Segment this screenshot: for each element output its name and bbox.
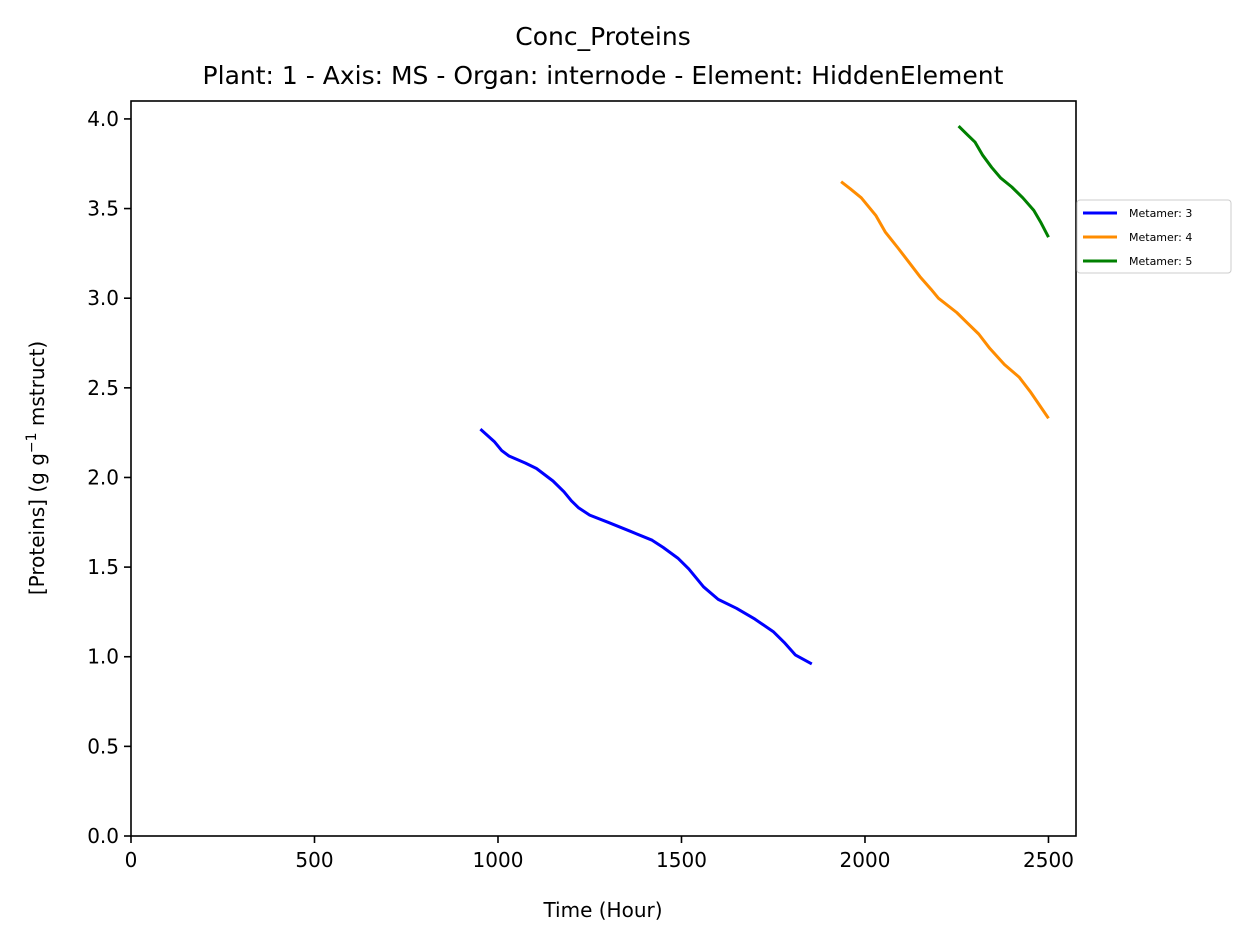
y-axis-label-main: [Proteins] (g g	[25, 453, 49, 595]
y-axis-label: [Proteins] (g g−1 mstruct)	[24, 341, 49, 595]
chart-title: Conc_Proteins	[515, 22, 691, 51]
x-tick-label: 2000	[840, 848, 891, 872]
y-axis-label-unit: mstruct)	[25, 341, 49, 433]
series-line-metamer-3	[479, 427, 813, 666]
y-tick-label: 0.5	[87, 734, 119, 758]
legend-label-metamer-5: Metamer: 5	[1129, 255, 1192, 268]
legend: Metamer: 3 Metamer: 4 Metamer: 5	[1076, 199, 1232, 274]
x-tick-label: 1500	[656, 848, 707, 872]
y-tick-label: 1.5	[87, 555, 119, 579]
legend-box	[1076, 199, 1232, 274]
y-tick-label: 3.5	[87, 197, 119, 221]
y-tick-label: 0.0	[87, 824, 119, 848]
x-tick-label: 1000	[473, 848, 524, 872]
y-tick-label: 3.0	[87, 286, 119, 310]
series-line-metamer-5	[957, 125, 1050, 238]
y-tick-label: 2.0	[87, 465, 119, 489]
chart-subtitle: Plant: 1 - Axis: MS - Organ: internode -…	[203, 61, 1004, 90]
x-tick-label: 500	[295, 848, 333, 872]
y-tick-label: 2.5	[87, 376, 119, 400]
y-tick-label: 1.0	[87, 645, 119, 669]
y-tick-label: 4.0	[87, 107, 119, 131]
series-line-metamer-4	[840, 180, 1050, 420]
x-axis-label: Time (Hour)	[542, 898, 662, 922]
plot-frame	[130, 100, 1077, 837]
y-axis-label-superscript: −1	[24, 432, 40, 453]
legend-label-metamer-4: Metamer: 4	[1129, 231, 1192, 244]
x-tick-label: 2500	[1023, 848, 1074, 872]
axes-layer: 0 500 1000 1500 2000 2500 0.0 0.5 1.0 1.5 2.0 2.5 3.…	[87, 100, 1077, 872]
legend-label-metamer-3: Metamer: 3	[1129, 207, 1192, 220]
series-layer	[479, 125, 1050, 666]
x-tick-label: 0	[125, 848, 138, 872]
